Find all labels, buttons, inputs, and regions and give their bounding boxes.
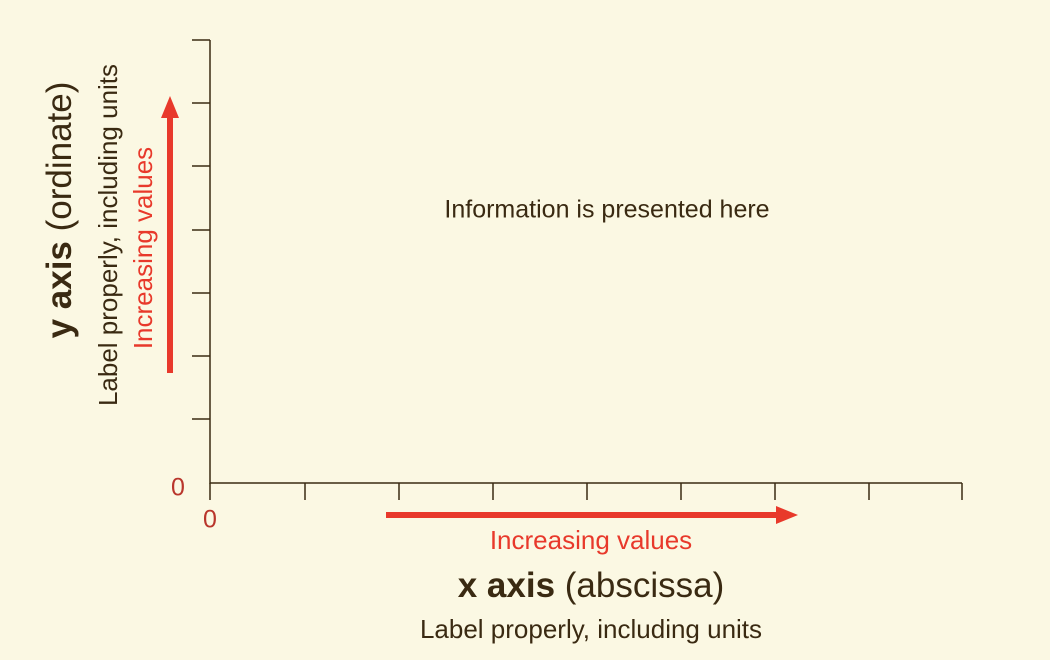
x-direction-label: Increasing values [490,525,692,555]
y-title: y axis [40,241,79,338]
y-subtitle: Label properly, including units [93,64,123,406]
x-origin-label: 0 [203,506,217,534]
y-direction-label: Increasing values [128,147,158,349]
y-ticks [192,39,210,420]
y-title-note: (ordinate) [40,82,79,232]
x-ticks [209,483,963,500]
x-axis-title: x axis (abscissa) [458,566,725,605]
x-title: x axis [458,566,555,605]
x-subtitle: Label properly, including units [420,614,762,644]
y-arrow [161,96,179,373]
x-title-note: (abscissa) [565,566,724,605]
x-arrow-head [776,506,798,524]
y-origin-label: 0 [171,474,185,502]
y-arrow-head [161,96,179,118]
y-axis-title: y axis (ordinate) [40,82,79,339]
center-text: Information is presented here [444,196,769,224]
axis-lines [192,39,963,500]
x-arrow [386,506,798,524]
